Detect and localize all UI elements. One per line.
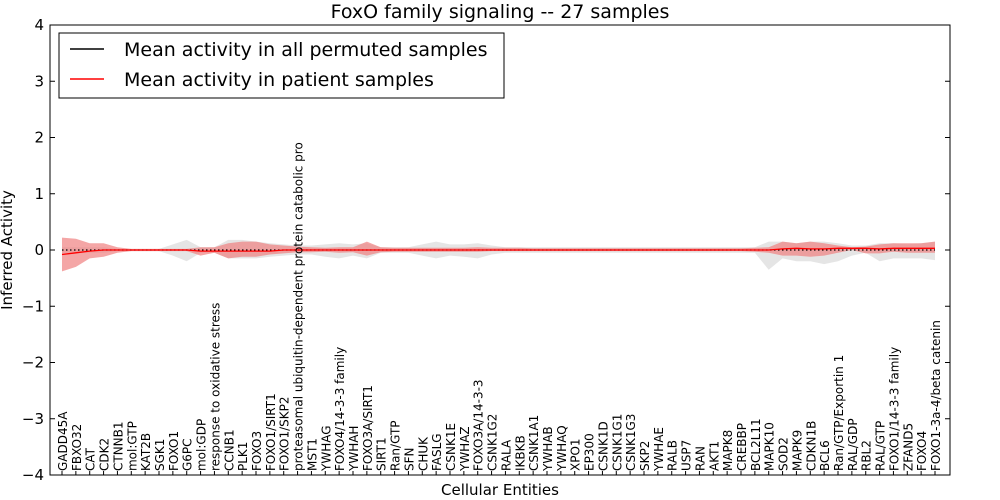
x-tick-label: SGK1: [153, 439, 167, 471]
x-tick-label: YWHAB: [541, 426, 555, 472]
x-tick-label: FOXO3A/14-3-3: [472, 379, 486, 471]
x-tick-label: RAL/GDP: [846, 418, 860, 471]
x-tick-label: FASLG: [430, 433, 444, 471]
x-tick-label: SKP2: [638, 441, 652, 471]
x-tick-label: mol:GTP: [125, 421, 139, 471]
x-tick-label: FOXO3A/SIRT1: [361, 385, 375, 471]
x-tick-label: RAL/GTP: [874, 421, 888, 471]
x-tick-label: IKBKB: [513, 435, 527, 471]
x-tick-label: EP300: [583, 433, 597, 471]
x-tick-label: CHUK: [416, 436, 430, 471]
x-tick-label: FOXO4/14-3-3 family: [333, 347, 347, 471]
x-tick-label: PLK1: [236, 442, 250, 471]
x-tick-label: AKT1: [707, 441, 721, 471]
x-tick-label: FOXO1/SKP2: [278, 396, 292, 471]
x-tick-label: MAPK10: [763, 422, 777, 471]
x-tick-label: CREBBP: [735, 423, 749, 471]
x-tick-label: SOD2: [777, 437, 791, 471]
x-tick-label: FOXO1/14-3-3 family: [887, 347, 901, 471]
x-tick-label: mol:GDP: [195, 419, 209, 471]
x-tick-label: YWHAG: [319, 425, 333, 472]
x-tick-label: MST1: [305, 438, 319, 471]
x-tick-label: proteasomal ubiquitin-dependent protein …: [292, 142, 306, 471]
chart-title: FoxO family signaling -- 27 samples: [331, 1, 670, 23]
confidence-band-patient: [62, 237, 935, 272]
x-tick-label: XPO1: [569, 438, 583, 471]
y-tick-label: 3: [34, 72, 44, 90]
x-tick-label: YWHAE: [652, 427, 666, 472]
x-tick-label: SIRT1: [375, 437, 389, 471]
legend-frame: [58, 32, 505, 99]
x-tick-label: MAPK8: [721, 430, 735, 471]
x-tick-label: RALB: [666, 440, 680, 471]
x-tick-label: G6PC: [181, 438, 195, 471]
x-tick-label: ZFAND5: [901, 423, 915, 471]
series-line-patient: [61, 247, 935, 256]
x-tick-label: BCL2L11: [749, 418, 763, 471]
x-tick-label: RBL2: [860, 440, 874, 471]
x-tick-label: Ran/GTP: [389, 420, 403, 471]
x-tick-label: YWHAQ: [555, 425, 569, 472]
x-tick-label: CCNB1: [222, 429, 236, 471]
legend-label-patient: Mean activity in patient samples: [124, 69, 434, 91]
x-tick-label: FOXO4: [915, 431, 929, 471]
x-tick-label: CAT: [84, 447, 98, 471]
y-tick-label: 0: [34, 241, 44, 259]
y-tick-label: −3: [22, 410, 44, 428]
x-tick-label: CSNK1E: [444, 423, 458, 471]
y-tick-label: 4: [34, 16, 44, 34]
x-tick-label: CSNK1G1: [610, 414, 624, 471]
x-tick-label: BCL6: [818, 440, 832, 471]
x-tick-label: CDKN1B: [804, 421, 818, 471]
x-tick-label: YWHAZ: [458, 426, 472, 472]
x-tick-label: FBXO32: [70, 424, 84, 471]
x-tick-label: FOXO1: [167, 431, 181, 471]
y-tick-label: −1: [22, 297, 44, 315]
x-tick-label: Ran/GTP/Exportin 1: [832, 355, 846, 471]
x-tick-label: MAPK9: [790, 430, 804, 471]
x-tick-label: CSNK1G3: [624, 414, 638, 471]
x-tick-label: CTNNB1: [111, 421, 125, 471]
x-tick-label: CSNK1A1: [527, 415, 541, 471]
x-tick-label: YWHAH: [347, 426, 361, 472]
y-tick-label: 2: [34, 129, 44, 147]
y-axis-label: Inferred Activity: [0, 190, 16, 310]
legend: Mean activity in all permuted samples Me…: [58, 32, 505, 99]
x-axis-label: Cellular Entities: [441, 481, 559, 499]
legend-label-permuted: Mean activity in all permuted samples: [124, 39, 487, 61]
x-tick-label: RAN: [693, 446, 707, 471]
x-tick-label: KAT2B: [139, 433, 153, 471]
x-tick-label: FOXO3: [250, 431, 264, 471]
y-tick-label: −2: [22, 354, 44, 372]
plot-frame: [49, 24, 951, 476]
x-tick-label: GADD45A: [56, 411, 70, 471]
y-tick-label: −4: [22, 466, 44, 484]
x-tick-label: CSNK1G2: [486, 414, 500, 471]
x-tick-label: CDK2: [98, 438, 112, 471]
x-tick-label: CSNK1D: [596, 421, 610, 471]
x-tick-label: USP7: [680, 440, 694, 471]
x-tick-label: response to oxidative stress: [208, 303, 222, 471]
x-tick-label: SFN: [402, 448, 416, 472]
y-tick-label: 1: [34, 185, 44, 203]
x-tick-label: RALA: [499, 439, 513, 471]
x-tick-label: FOXO1-3a-4/beta catenin: [929, 320, 943, 471]
x-tick-label: FOXO1/SIRT1: [264, 393, 278, 471]
